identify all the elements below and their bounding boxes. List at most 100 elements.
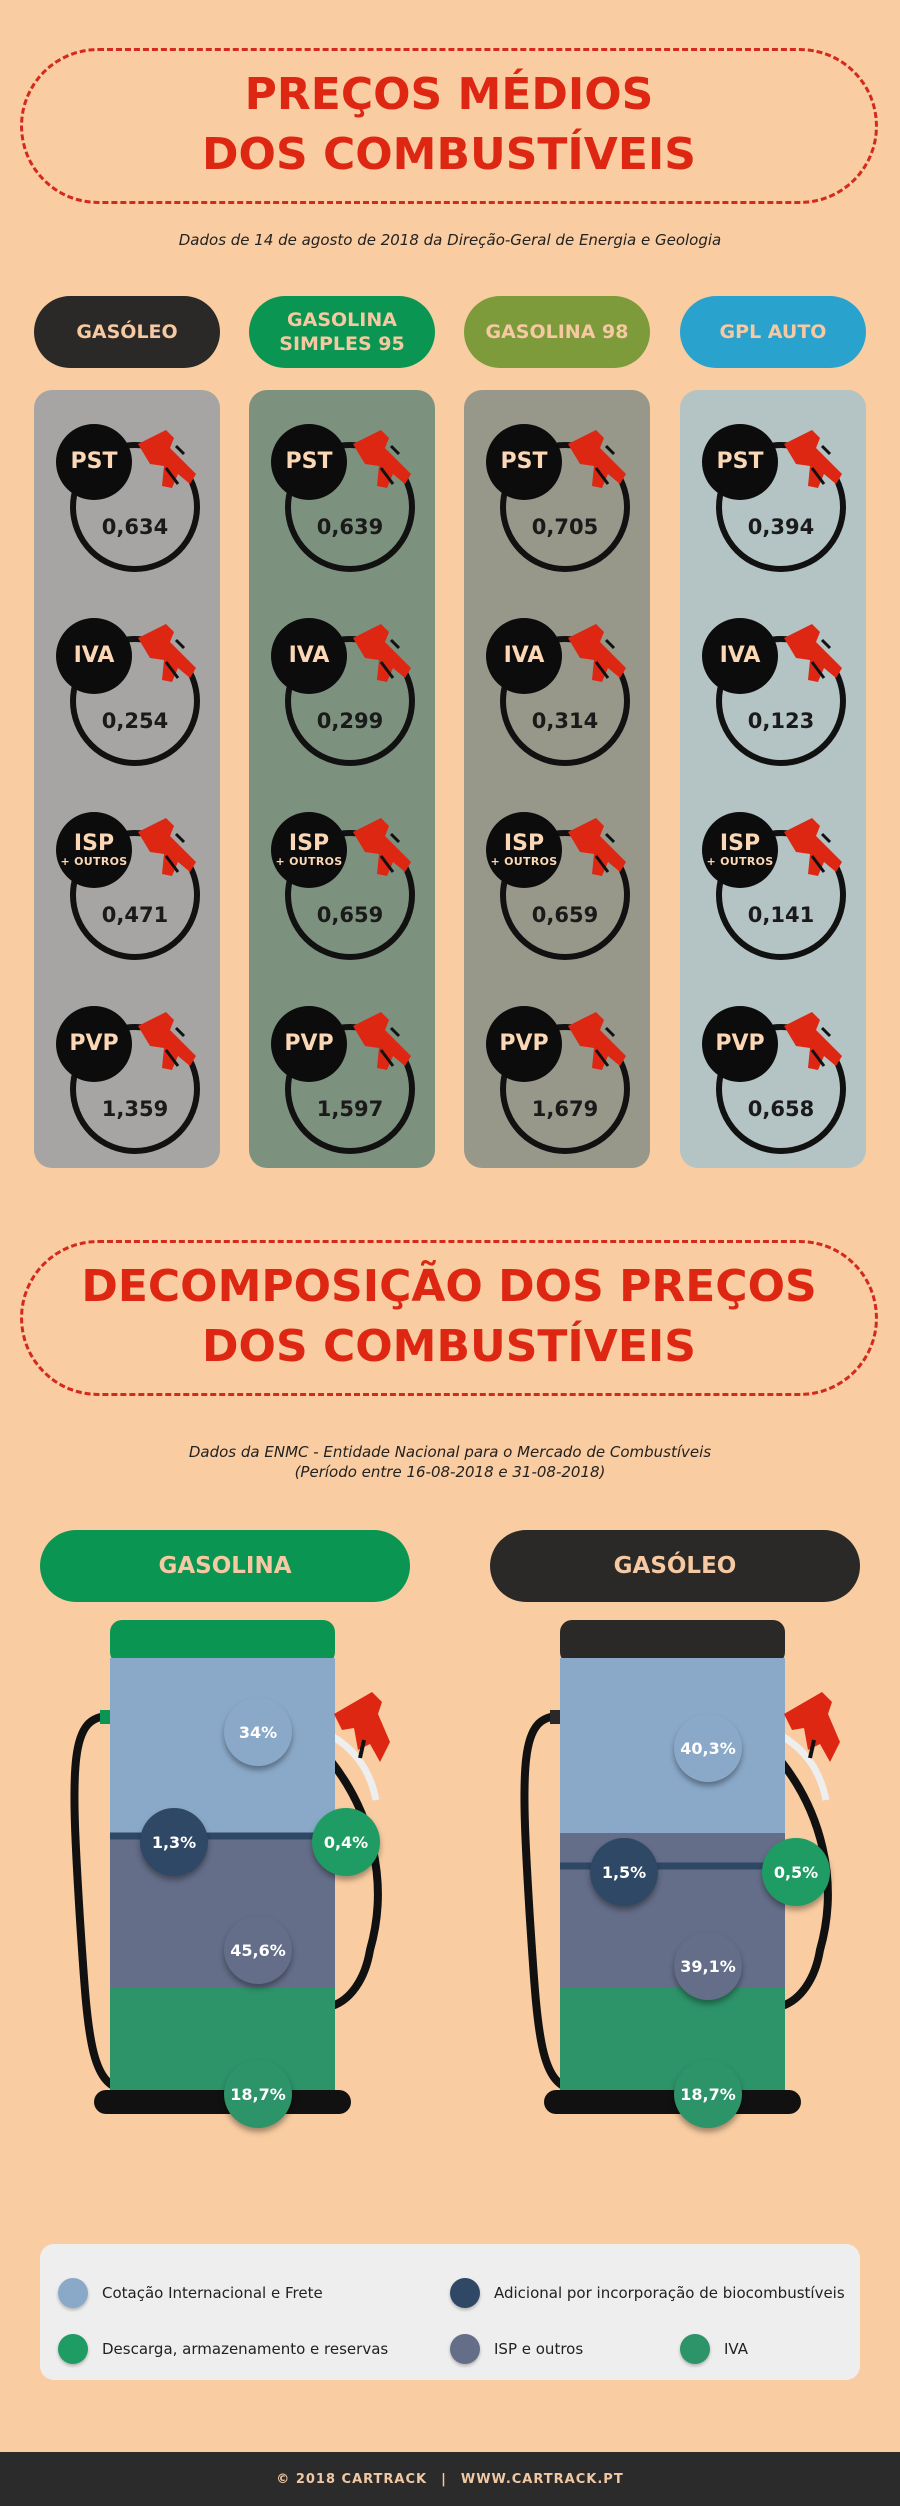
value-ring — [500, 830, 630, 960]
price-sublabel: + OUTROS — [706, 854, 774, 868]
footer: © 2018 CARTRACK | WWW.CARTRACK.PT — [0, 2452, 900, 2506]
price-sublabel: + OUTROS — [275, 854, 343, 868]
value-ring — [285, 442, 415, 572]
legend-label-adicional: Adicional por incorporação de biocombust… — [494, 2284, 845, 2302]
value-ring — [716, 830, 846, 960]
value-ring — [285, 1024, 415, 1154]
price-value: 0,639 — [316, 515, 384, 539]
fuel-column: 0,634 PST 0,254 IVA 0,471 ISP + OUTROS 1,359 PVP — [34, 390, 220, 1168]
badge-descarga: 0,5% — [762, 1838, 830, 1906]
price-label-badge: PVP — [56, 1006, 132, 1082]
fuel-column: 0,394 PST 0,123 IVA 0,141 ISP + OUTROS 0,658 PVP — [680, 390, 866, 1168]
fuel-pump-icon: 34% 1,3% 0,4% 45,6% 18,7% — [70, 1620, 410, 2200]
value-ring — [716, 636, 846, 766]
section2-subtitle-line2: (Período entre 16-08-2018 e 31-08-2018) — [294, 1463, 606, 1481]
badge-cotacao: 40,3% — [674, 1714, 742, 1782]
badge-isp: 39,1% — [674, 1932, 742, 2000]
price-item: 0,299 IVA — [249, 604, 435, 766]
price-label-badge: IVA — [702, 618, 778, 694]
footer-copyright: © 2018 CARTRACK — [276, 2471, 428, 2487]
main-title-box: PREÇOS MÉDIOS DOS COMBUSTÍVEIS — [20, 48, 878, 204]
price-value: 0,658 — [747, 1097, 815, 1121]
price-item: 0,394 PST — [680, 410, 866, 572]
price-value: 0,314 — [531, 709, 599, 733]
price-sublabel: + OUTROS — [490, 854, 558, 868]
value-ring — [70, 636, 200, 766]
price-value: 0,123 — [747, 709, 815, 733]
price-item: 0,123 IVA — [680, 604, 866, 766]
fuel-pump-icon: 40,3% 1,5% 0,5% 39,1% 18,7% — [520, 1620, 860, 2200]
price-item: 0,659 ISP + OUTROS — [464, 798, 650, 960]
price-label-badge: PVP — [271, 1006, 347, 1082]
price-label-badge: ISP + OUTROS — [702, 812, 778, 888]
breakdown-pill: GASÓLEO — [490, 1530, 860, 1602]
breakdown-pill: GASOLINA — [40, 1530, 410, 1602]
value-ring — [70, 1024, 200, 1154]
section2-subtitle-line1: Dados da ENMC - Entidade Nacional para o… — [188, 1443, 712, 1461]
section2-title-line1: DECOMPOSIÇÃO DOS PREÇOS — [81, 1261, 817, 1312]
price-value: 0,471 — [101, 903, 169, 927]
price-label-badge: IVA — [271, 618, 347, 694]
legend-item-adicional: Adicional por incorporação de biocombust… — [450, 2278, 845, 2308]
badge-adicional: 1,3% — [140, 1808, 208, 1876]
price-label: PVP — [715, 1031, 765, 1056]
price-item: 1,679 PVP — [464, 992, 650, 1154]
legend-item-iva: IVA — [680, 2334, 748, 2364]
price-label-badge: ISP + OUTROS — [486, 812, 562, 888]
price-label: PST — [285, 449, 333, 474]
price-value: 0,299 — [316, 709, 384, 733]
value-ring — [716, 442, 846, 572]
price-value: 1,679 — [531, 1097, 599, 1121]
price-label-badge: IVA — [56, 618, 132, 694]
legend-item-isp: ISP e outros — [450, 2334, 583, 2364]
price-value: 0,634 — [101, 515, 169, 539]
price-item: 0,471 ISP + OUTROS — [34, 798, 220, 960]
fuel-column: 0,705 PST 0,314 IVA 0,659 ISP + OUTROS 1,679 PVP — [464, 390, 650, 1168]
legend-label-descarga: Descarga, armazenamento e reservas — [102, 2340, 389, 2358]
price-label-badge: ISP + OUTROS — [271, 812, 347, 888]
price-label: IVA — [719, 643, 761, 668]
price-value: 0,659 — [531, 903, 599, 927]
footer-separator: | — [441, 2471, 447, 2487]
legend-label-cotacao: Cotação Internacional e Frete — [102, 2284, 323, 2302]
price-label: PST — [70, 449, 118, 474]
price-item: 0,639 PST — [249, 410, 435, 572]
price-label: ISP — [503, 830, 545, 856]
section2-title-line2: DOS COMBUSTÍVEIS — [202, 1321, 696, 1372]
price-value: 0,394 — [747, 515, 815, 539]
price-label-badge: PST — [56, 424, 132, 500]
legend-dot-isp — [450, 2334, 480, 2364]
legend-item-descarga: Descarga, armazenamento e reservas — [58, 2334, 388, 2364]
price-label: PVP — [499, 1031, 549, 1056]
legend-label-iva: IVA — [724, 2340, 748, 2358]
price-item: 0,658 PVP — [680, 992, 866, 1154]
value-ring — [285, 830, 415, 960]
price-item: 0,705 PST — [464, 410, 650, 572]
main-title-line2: DOS COMBUSTÍVEIS — [202, 129, 696, 180]
price-label-badge: IVA — [486, 618, 562, 694]
fuel-column: 0,639 PST 0,299 IVA 0,659 ISP + OUTROS 1,597 PVP — [249, 390, 435, 1168]
price-label-badge: PVP — [702, 1006, 778, 1082]
badge-isp: 45,6% — [224, 1916, 292, 1984]
fuel-pill: GPL AUTO — [680, 296, 866, 368]
legend-dot-iva — [680, 2334, 710, 2364]
legend-dot-adicional — [450, 2278, 480, 2308]
value-ring — [716, 1024, 846, 1154]
value-ring — [500, 636, 630, 766]
price-label: IVA — [73, 643, 115, 668]
value-ring — [500, 1024, 630, 1154]
price-label-badge: PVP — [486, 1006, 562, 1082]
price-value: 0,705 — [531, 515, 599, 539]
price-label: PST — [716, 449, 764, 474]
value-ring — [500, 442, 630, 572]
badge-adicional: 1,5% — [590, 1838, 658, 1906]
price-label: ISP — [73, 830, 115, 856]
price-item: 0,254 IVA — [34, 604, 220, 766]
footer-website[interactable]: WWW.CARTRACK.PT — [460, 2471, 624, 2487]
price-value: 1,359 — [101, 1097, 169, 1121]
price-label: ISP — [719, 830, 761, 856]
main-title-line1: PREÇOS MÉDIOS — [244, 69, 654, 120]
value-ring — [70, 830, 200, 960]
price-label: PVP — [69, 1031, 119, 1056]
price-item: 0,634 PST — [34, 410, 220, 572]
